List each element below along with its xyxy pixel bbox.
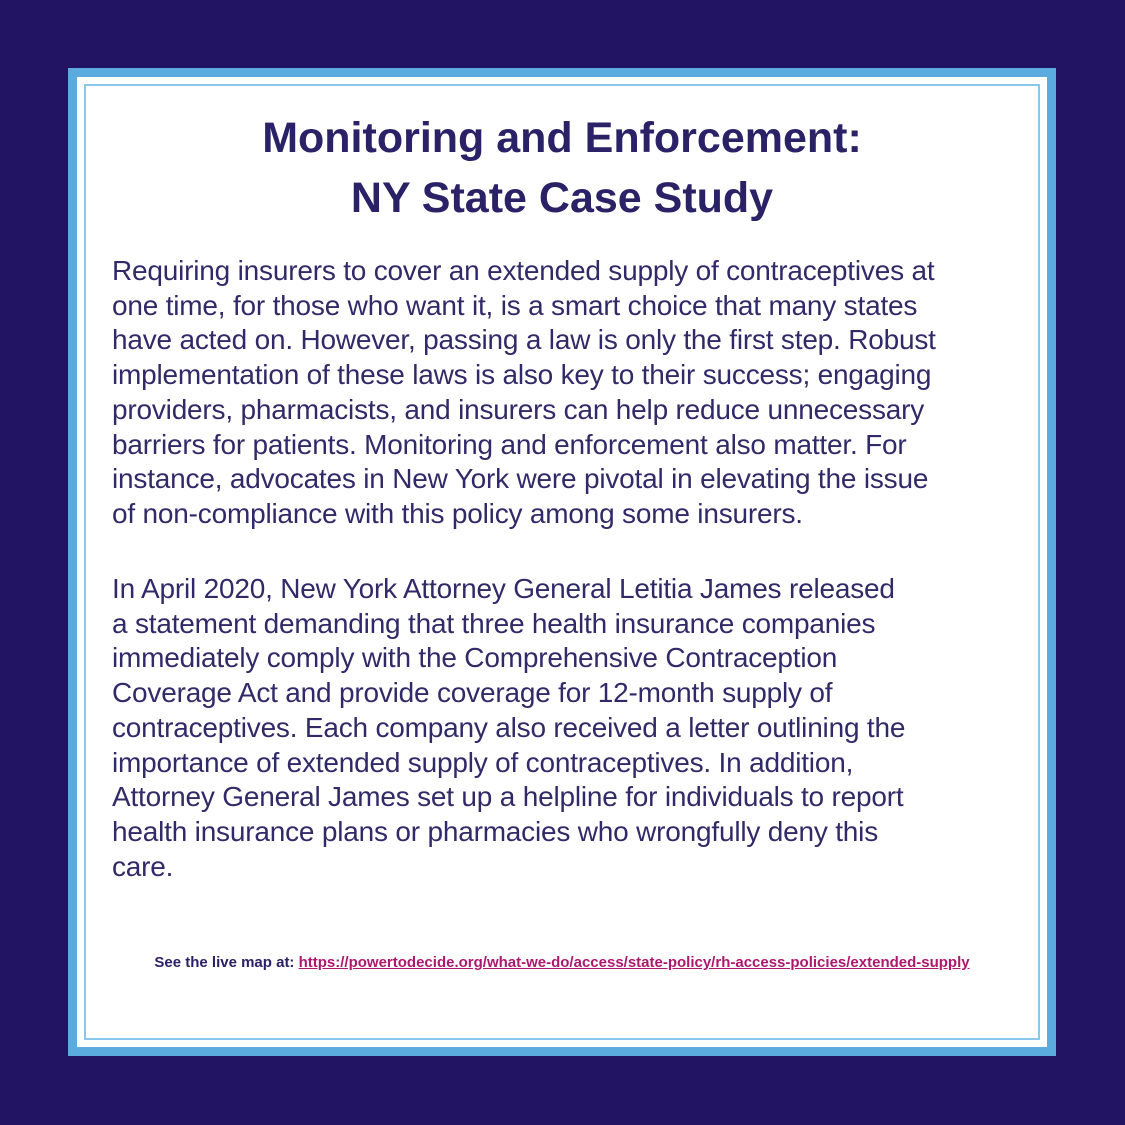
slide-card-inner-border: Monitoring and Enforcement: NY State Cas… [84,84,1040,1040]
page-title-line-2: NY State Case Study [350,174,774,222]
page-title-line-1: Monitoring and Enforcement: [262,114,862,162]
footer-note: See the live map at: https://powertodeci… [86,954,1038,971]
slide-card: Monitoring and Enforcement: NY State Cas… [68,68,1056,1056]
live-map-link[interactable]: https://powertodecide.org/what-we-do/acc… [298,954,970,971]
page-title: Monitoring and Enforcement: NY State Cas… [86,108,1038,228]
body-paragraph-2: In April 2020, New York Attorney General… [112,573,906,882]
body-paragraph-1: Requiring insurers to cover an extended … [112,255,936,529]
footer-label: See the live map at: [154,954,295,971]
